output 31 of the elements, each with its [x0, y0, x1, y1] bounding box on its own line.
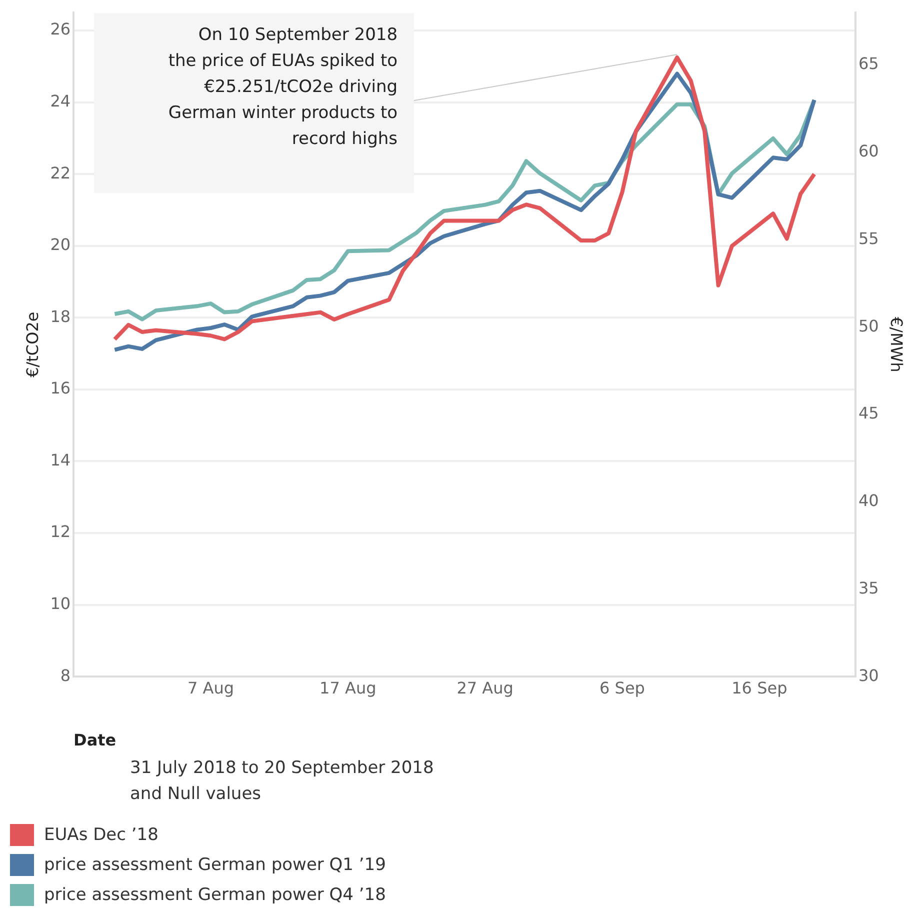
- x-tick-label: 7 Aug: [187, 678, 234, 698]
- y-tick-label: 12: [50, 522, 71, 542]
- callout-box: On 10 September 2018 the price of EUAs spiked to €25.251/tCO2e driving German winter products to record highs: [94, 12, 414, 193]
- y-tick-label: 14: [50, 450, 71, 470]
- x-tick-label: 17 Aug: [320, 678, 376, 698]
- y-tick-label: 10: [50, 594, 71, 613]
- y2-tick-label: 50: [858, 316, 879, 336]
- y2-tick-label: 55: [858, 228, 879, 248]
- x-tick-label: 6 Sep: [600, 678, 645, 698]
- y2-tick-label: 65: [858, 54, 879, 74]
- x-tick-label: 16 Sep: [732, 678, 788, 698]
- y2-tick-label: 45: [858, 404, 879, 423]
- y-tick-label: 22: [50, 163, 71, 182]
- text: 31 July 2018 to 20 September 2018 and Null values: [130, 757, 434, 806]
- y-tick-label: 18: [50, 306, 71, 326]
- y-axis-title: €/tCO2e: [22, 312, 42, 378]
- x-axis-title: Date: [74, 730, 116, 750]
- y-tick-label: 24: [50, 91, 71, 110]
- y2-tick-label: 40: [858, 491, 879, 510]
- y-tick-label: 8: [60, 666, 71, 685]
- legend-label: price assessment German power Q4 ’18: [44, 885, 386, 905]
- legend-label: price assessment German power Q1 ’19: [44, 855, 386, 875]
- y-tick-label: 26: [50, 20, 71, 39]
- y2-tick-label: 35: [858, 578, 879, 598]
- y2-axis-title: €/MWh: [887, 316, 906, 372]
- y2-tick-label: 60: [858, 142, 879, 161]
- y-tick-label: 16: [50, 378, 71, 398]
- x-tick-label: 27 Aug: [456, 678, 514, 698]
- y-tick-label: 20: [50, 235, 71, 254]
- legend-label: EUAs Dec ’18: [44, 825, 158, 845]
- y2-tick-label: 30: [858, 666, 879, 685]
